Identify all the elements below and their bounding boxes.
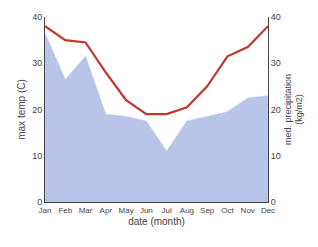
svg-text:Jan: Jan (39, 206, 52, 215)
svg-text:0: 0 (37, 197, 42, 207)
svg-text:Apr: Apr (100, 206, 113, 215)
svg-text:Aug: Aug (180, 206, 194, 215)
svg-text:max temp (C): max temp (C) (16, 79, 27, 140)
svg-text:May: May (119, 206, 134, 215)
svg-text:Jun: Jun (140, 206, 153, 215)
svg-text:Sep: Sep (200, 206, 215, 215)
svg-text:20: 20 (32, 105, 42, 115)
svg-text:Mar: Mar (79, 206, 93, 215)
svg-text:Nov: Nov (241, 206, 255, 215)
svg-text:Oct: Oct (221, 206, 234, 215)
svg-text:30: 30 (32, 58, 42, 68)
svg-text:Dec: Dec (261, 206, 275, 215)
svg-text:Feb: Feb (58, 206, 72, 215)
svg-text:20: 20 (271, 105, 281, 115)
svg-text:30: 30 (271, 58, 281, 68)
svg-text:10: 10 (271, 151, 281, 161)
svg-text:40: 40 (271, 12, 281, 22)
svg-text:date (month): date (month) (128, 216, 185, 227)
svg-text:40: 40 (32, 12, 42, 22)
svg-text:med. precipitation(kg/m2): med. precipitation(kg/m2) (283, 74, 305, 145)
svg-text:10: 10 (32, 151, 42, 161)
svg-text:Jul: Jul (162, 206, 172, 215)
svg-text:0: 0 (271, 197, 276, 207)
